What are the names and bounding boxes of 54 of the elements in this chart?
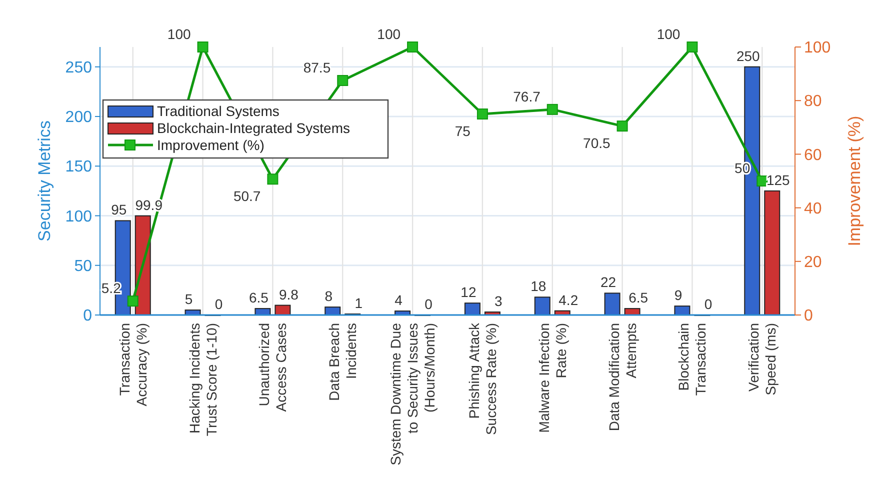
- data-label: 250: [736, 48, 760, 64]
- legend-label: Improvement (%): [157, 136, 264, 153]
- data-label: 76.7: [513, 88, 541, 104]
- data-label: 5: [184, 291, 193, 308]
- x-tick-label: Phishing Attack Success Rate (%): [466, 322, 499, 436]
- data-label: 95: [111, 202, 127, 218]
- x-tick-label: Blockchain Transaction: [676, 323, 709, 396]
- data-label: 22: [600, 274, 616, 290]
- data-label: 9: [674, 287, 682, 304]
- data-label: 100: [656, 26, 680, 42]
- data-label: 18: [530, 278, 546, 294]
- data-label: 1: [354, 295, 363, 312]
- data-label: 0: [424, 296, 433, 312]
- y2-axis-title: Improvement (%): [845, 116, 864, 246]
- data-label: 3: [494, 293, 503, 310]
- x-tick-label: Data Breach Incidents: [326, 323, 360, 401]
- y-axis-title: Security Metrics: [35, 120, 54, 242]
- data-label: 0: [704, 296, 712, 312]
- x-tick-label: Transaction Accuracy (%): [116, 323, 150, 406]
- y-tick-label: 200: [65, 109, 92, 126]
- y2-tick-label: 0: [804, 308, 813, 325]
- data-label: 6.5: [628, 290, 648, 306]
- legend-label: Blockchain-Integrated Systems: [157, 120, 350, 136]
- y2-tick-label: 20: [804, 254, 822, 271]
- y-tick-label: 150: [65, 158, 92, 176]
- y2-tick-label: 60: [804, 146, 822, 164]
- data-label: 87.5: [303, 60, 331, 76]
- x-tick-label: Hacking Incidents Trust Score (1-10): [186, 323, 220, 436]
- data-label: 75: [454, 123, 471, 139]
- y2-tick-label: 40: [804, 200, 822, 218]
- x-tick-label: Unauthorized Access Cases: [256, 323, 290, 412]
- data-label: 9.8: [278, 286, 299, 302]
- y2-tick-label: 80: [804, 93, 822, 110]
- data-label: 125: [766, 172, 790, 188]
- x-tick-label: Data Modification Attempts: [606, 323, 639, 432]
- y-tick-label: 0: [83, 308, 92, 325]
- legend-label: Traditional Systems: [157, 102, 280, 119]
- x-tick-label: Verification Speed (ms): [746, 323, 779, 396]
- y-tick-label: 100: [65, 208, 92, 226]
- data-label: 4.2: [558, 292, 578, 308]
- y-tick-label: 250: [65, 59, 92, 76]
- data-label: 100: [377, 26, 401, 42]
- data-label: 12: [460, 284, 476, 300]
- y-tick-label: 50: [74, 258, 92, 275]
- data-label: 50.7: [233, 188, 261, 204]
- data-label: 100: [167, 26, 191, 42]
- data-label: 0: [214, 296, 223, 312]
- data-label: 70.5: [583, 135, 611, 152]
- y2-tick-label: 100: [804, 40, 831, 57]
- data-label: 6.5: [248, 290, 269, 306]
- data-label: 4: [394, 292, 403, 308]
- data-label: 8: [324, 288, 333, 304]
- x-tick-label: Malware Infection Rate (%): [536, 323, 569, 433]
- x-tick-label: System Downtime Due to Security Issues (Hours/Month): [388, 322, 438, 466]
